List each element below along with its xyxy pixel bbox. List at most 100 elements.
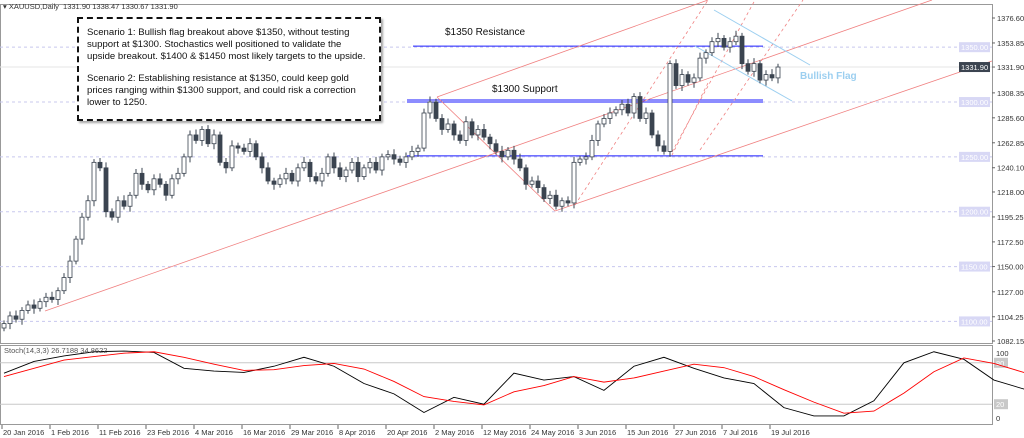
candle-body (73, 238, 79, 262)
current-price-bg (959, 62, 990, 73)
price-tick-label: 1262.85 (997, 139, 1024, 148)
candle (589, 134, 595, 161)
candle-body (253, 143, 259, 158)
candle-body (649, 112, 655, 136)
candle-body (559, 200, 565, 207)
candle-body (331, 156, 337, 169)
price-tick-label: 1150.00 (997, 263, 1024, 272)
candle (277, 174, 283, 188)
candle (637, 92, 643, 122)
candle (721, 35, 727, 51)
scenario-2-text: Scenario 2: Establishing resistance at $… (87, 73, 356, 108)
candle-body (439, 118, 445, 130)
candle-body (127, 194, 133, 207)
candle (289, 170, 295, 185)
candle (403, 152, 409, 168)
candle-body (37, 301, 43, 309)
ohlc-readout: 1331.90 1338.47 1330.67 1331.90 (63, 2, 178, 11)
candle-body (289, 172, 295, 182)
candle-body (763, 74, 769, 81)
candle-body (91, 161, 97, 202)
candle (13, 310, 19, 323)
candle (469, 118, 475, 139)
date-tick-label: 4 Mar 2016 (195, 428, 233, 437)
candle (547, 190, 553, 205)
level-label: 1350.00 (961, 43, 988, 52)
level-label-bg (959, 206, 990, 217)
candle-body (433, 101, 439, 119)
candle-body (541, 187, 547, 199)
candle-body (229, 145, 235, 169)
candle (643, 107, 649, 124)
candle-body (469, 121, 475, 136)
candle-body (727, 41, 733, 48)
candle-body (79, 216, 85, 240)
candle (523, 164, 529, 190)
scenario-annotation[interactable]: Scenario 1: Bullish flag breakout above … (77, 17, 381, 121)
date-tick-label: 11 Feb 2016 (99, 428, 141, 437)
candle-body (121, 200, 127, 207)
candle-body (391, 154, 397, 160)
candle (19, 307, 25, 325)
candle-body (31, 304, 37, 309)
candle (703, 49, 709, 64)
candle (391, 149, 397, 165)
candle-body (403, 156, 409, 163)
candle (559, 197, 565, 212)
date-tick-label: 20 Apr 2016 (387, 428, 427, 437)
candle (217, 131, 223, 166)
date-tick-label: 16 Mar 2016 (243, 428, 285, 437)
channel-trendline (44, 0, 933, 312)
candle (691, 73, 697, 88)
price-tick-label: 1240.10 (997, 164, 1024, 173)
candle (325, 153, 331, 177)
candle (571, 156, 577, 209)
channel-dashed-line (671, 0, 756, 153)
candle-body (709, 41, 715, 54)
candle (463, 116, 469, 146)
candle-body (361, 167, 367, 178)
candle-body (241, 147, 247, 152)
candle (139, 167, 145, 190)
channel-trendline (436, 0, 709, 98)
candle (733, 30, 739, 45)
candle (199, 126, 205, 146)
candle-body (283, 172, 289, 180)
candle-body (517, 158, 523, 169)
candle (385, 150, 391, 161)
candle-body (427, 101, 433, 114)
candle (151, 174, 157, 196)
candle (613, 106, 619, 117)
candle-body (397, 158, 403, 163)
candle-body (217, 134, 223, 163)
candle-body (451, 123, 457, 136)
candle (1, 320, 7, 332)
candle (127, 191, 133, 212)
date-tick-label: 19 Jul 2016 (771, 428, 810, 437)
candle-body (499, 150, 505, 158)
candle-body (325, 156, 331, 174)
candle (529, 176, 535, 188)
date-tick-label: 27 Jun 2016 (675, 428, 716, 437)
candle-body (421, 112, 427, 149)
stoch-level-bg (994, 357, 1008, 368)
date-tick-label: 24 May 2016 (531, 428, 574, 437)
candle (31, 299, 37, 314)
candle (415, 144, 421, 157)
channel-dashed-line (699, 0, 804, 151)
candle-body (607, 112, 613, 119)
candle-body (631, 96, 637, 114)
candle (121, 195, 127, 210)
candle (565, 196, 571, 207)
stoch-tick-label: 0 (996, 414, 1000, 423)
candle (343, 166, 349, 183)
candle-body (25, 304, 31, 311)
candle (331, 152, 337, 174)
candle (175, 167, 181, 185)
candle (235, 142, 241, 154)
candle (229, 140, 235, 172)
candle (577, 155, 583, 166)
candle-body (565, 200, 571, 204)
candle-body (625, 103, 631, 114)
